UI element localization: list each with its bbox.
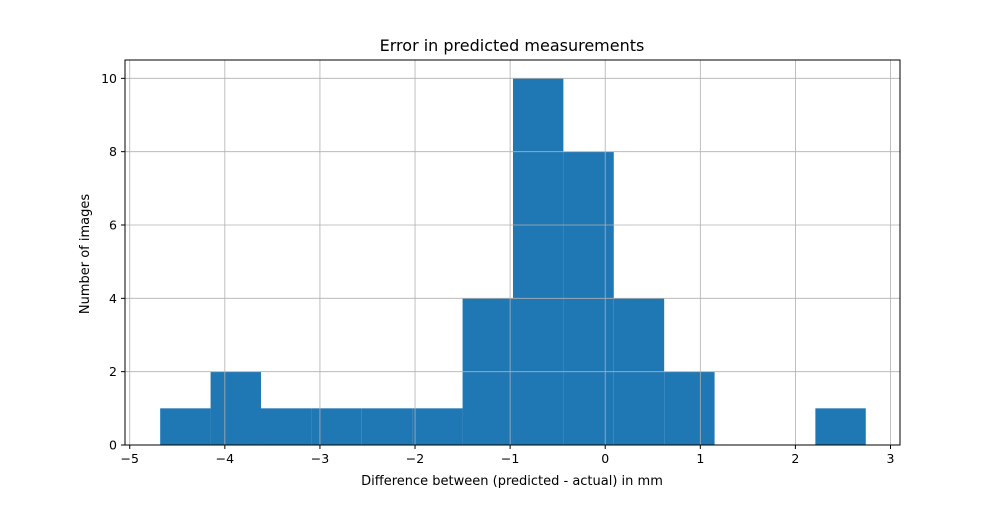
axes-layer [124, 59, 901, 446]
x-tick-label: −2 [406, 451, 424, 466]
x-tick-label: 0 [601, 451, 609, 466]
y-tick-label: 0 [109, 438, 117, 453]
y-tick-label: 2 [109, 364, 117, 379]
x-tick-label: 3 [887, 451, 895, 466]
x-tick-label: 2 [791, 451, 799, 466]
histogram-bar [361, 408, 413, 445]
x-tick-label: 1 [696, 451, 704, 466]
grid-layer [125, 60, 900, 446]
x-tick-label: −5 [121, 451, 139, 466]
histogram-bar [210, 371, 261, 445]
y-tick-label: 4 [109, 291, 117, 306]
chart-title: Error in predicted measurements [380, 36, 645, 55]
y-tick-label: 6 [109, 218, 117, 233]
x-tick-label: −3 [311, 451, 329, 466]
ticks-layer: −5 −4 −3 −2 −1 0 1 2 3 0 2 4 6 8 10 [101, 71, 894, 466]
y-axis-label: Number of images [78, 194, 93, 315]
x-tick-label: −4 [216, 451, 234, 466]
histogram-bar [160, 408, 211, 445]
histogram-bar [815, 408, 866, 445]
plot-frame [124, 59, 901, 446]
y-tick-label: 10 [101, 71, 117, 86]
histogram-bar [311, 408, 362, 445]
histogram-bar [512, 78, 564, 445]
x-axis-label: Difference between (predicted - actual) … [361, 474, 663, 489]
histogram-bar [260, 408, 312, 445]
histogram-bar [412, 408, 463, 445]
y-tick-label: 8 [109, 144, 117, 159]
x-tick-label: −1 [501, 451, 519, 466]
histogram-bar [664, 371, 715, 445]
